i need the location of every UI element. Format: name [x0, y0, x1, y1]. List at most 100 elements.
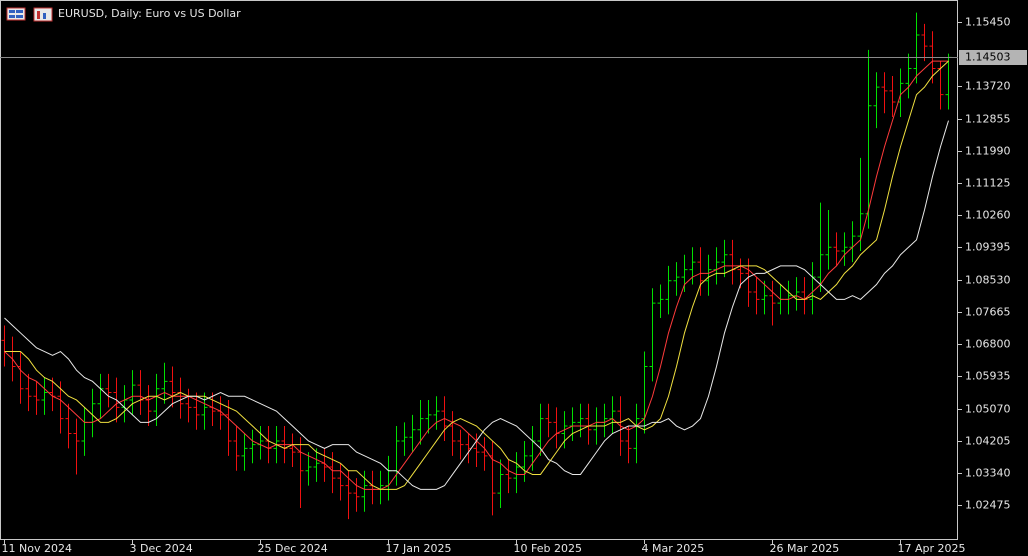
ohlc-bar: [105, 373, 112, 408]
ohlc-bar: [57, 381, 64, 434]
ohlc-bar: [385, 455, 392, 501]
ohlc-bar: [161, 362, 168, 404]
ohlc-bar: [633, 403, 640, 464]
indicator-line: [4, 60, 949, 490]
x-tick-label: 17 Jan 2025: [386, 542, 452, 555]
ohlc-bar: [425, 399, 432, 434]
ohlc-bar: [17, 351, 24, 404]
ohlc-bar: [889, 75, 896, 117]
ohlc-bar: [353, 478, 360, 512]
y-tick-label: 1.12855: [965, 113, 1011, 126]
x-tick-label: 11 Nov 2024: [2, 542, 72, 555]
title-icons: [6, 7, 53, 22]
ohlc-bar: [801, 277, 808, 315]
ohlc-bar: [489, 440, 496, 516]
ohlc-bar: [737, 258, 744, 289]
x-tick-label: 10 Feb 2025: [514, 542, 582, 555]
ohlc-bar: [409, 414, 416, 453]
ohlc-bar: [193, 392, 200, 430]
ohlc-bar: [65, 403, 72, 449]
ohlc-bar: [241, 433, 248, 471]
ohlc-bar: [513, 452, 520, 494]
ohlc-bar: [473, 433, 480, 468]
ohlc-bar: [609, 396, 616, 434]
ohlc-bar: [233, 426, 240, 471]
y-tick-label: 1.04205: [965, 435, 1011, 448]
ohlc-bar: [97, 373, 104, 419]
ohlc-bar: [873, 72, 880, 129]
ohlc-bar: [857, 157, 864, 252]
ohlc-bar: [153, 373, 160, 427]
ohlc-bar: [945, 53, 952, 110]
ohlc-bar: [697, 247, 704, 296]
ohlc-bar: [185, 388, 192, 423]
x-tick-label: 26 Mar 2025: [770, 542, 840, 555]
ohlc-bar: [137, 370, 144, 415]
ohlc-bar: [81, 407, 88, 456]
ohlc-bar: [665, 265, 672, 315]
ohlc-bar: [481, 437, 488, 471]
ohlc-bar: [761, 280, 768, 315]
y-tick-label: 1.06800: [965, 338, 1011, 351]
last-price-box: [959, 50, 1027, 65]
ohlc-bar: [433, 396, 440, 430]
ohlc-bar: [601, 403, 608, 438]
ohlc-bar: [313, 448, 320, 482]
y-tick-label: 1.10260: [965, 209, 1011, 222]
ohlc-bar: [577, 403, 584, 438]
ohlc-bar: [721, 239, 728, 278]
ohlc-bar: [753, 277, 760, 315]
y-tick-label: 1.05935: [965, 370, 1011, 383]
ohlc-bar: [849, 221, 856, 263]
ohlc-bar: [817, 202, 824, 292]
x-tick-label: 17 Apr 2025: [898, 542, 966, 555]
ohlc-bar: [649, 288, 656, 382]
ohlc-bar: [905, 53, 912, 99]
ohlc-bar: [33, 381, 40, 415]
y-tick-label: 1.08530: [965, 274, 1011, 287]
y-tick-label: 1.09395: [965, 241, 1011, 254]
plot-frame: [0, 0, 958, 540]
y-tick-label: 1.13720: [965, 80, 1011, 93]
ohlc-bar: [369, 470, 376, 505]
y-tick-label: 1.11990: [965, 145, 1011, 158]
ohlc-bar: [809, 262, 816, 315]
ohlc-bar: [449, 411, 456, 456]
ohlc-bar: [329, 452, 336, 494]
ohlc-bar: [289, 433, 296, 468]
ohlc-bar: [121, 385, 128, 423]
ohlc-bar: [625, 426, 632, 464]
x-tick-label: 4 Mar 2025: [642, 542, 705, 555]
indicator-line: [4, 60, 949, 490]
ohlc-bar: [793, 277, 800, 311]
y-tick-label: 1.11125: [965, 177, 1011, 190]
y-tick-label: 1.02475: [965, 499, 1011, 512]
ohlc-bar: [305, 452, 312, 486]
ohlc-bar: [225, 399, 232, 456]
ohlc-bar: [177, 377, 184, 419]
ohlc-bar: [729, 239, 736, 285]
ohlc-bar: [745, 258, 752, 307]
ohlc-bar: [169, 366, 176, 408]
ohlc-bar: [921, 23, 928, 62]
indicator-line: [4, 120, 949, 490]
ohlc-bar: [545, 403, 552, 438]
ohlc-bar: [881, 72, 888, 114]
ohlc-bar: [553, 407, 560, 449]
y-tick-label: 1.15450: [965, 16, 1011, 29]
ohlc-bar: [497, 459, 504, 508]
y-tick-label: 1.05070: [965, 403, 1011, 416]
y-tick-label: 1.07665: [965, 306, 1011, 319]
ohlc-bar: [41, 377, 48, 415]
ohlc-bar: [297, 437, 304, 508]
ohlc-bar: [769, 280, 776, 326]
ohlc-bar: [337, 463, 344, 501]
x-tick-label: 3 Dec 2024: [130, 542, 193, 555]
ohlc-bar: [201, 392, 208, 430]
ohlc-bar: [689, 247, 696, 285]
ohlc-bar: [145, 385, 152, 427]
ohlc-bar: [785, 280, 792, 315]
ohlc-bar: [73, 418, 80, 475]
